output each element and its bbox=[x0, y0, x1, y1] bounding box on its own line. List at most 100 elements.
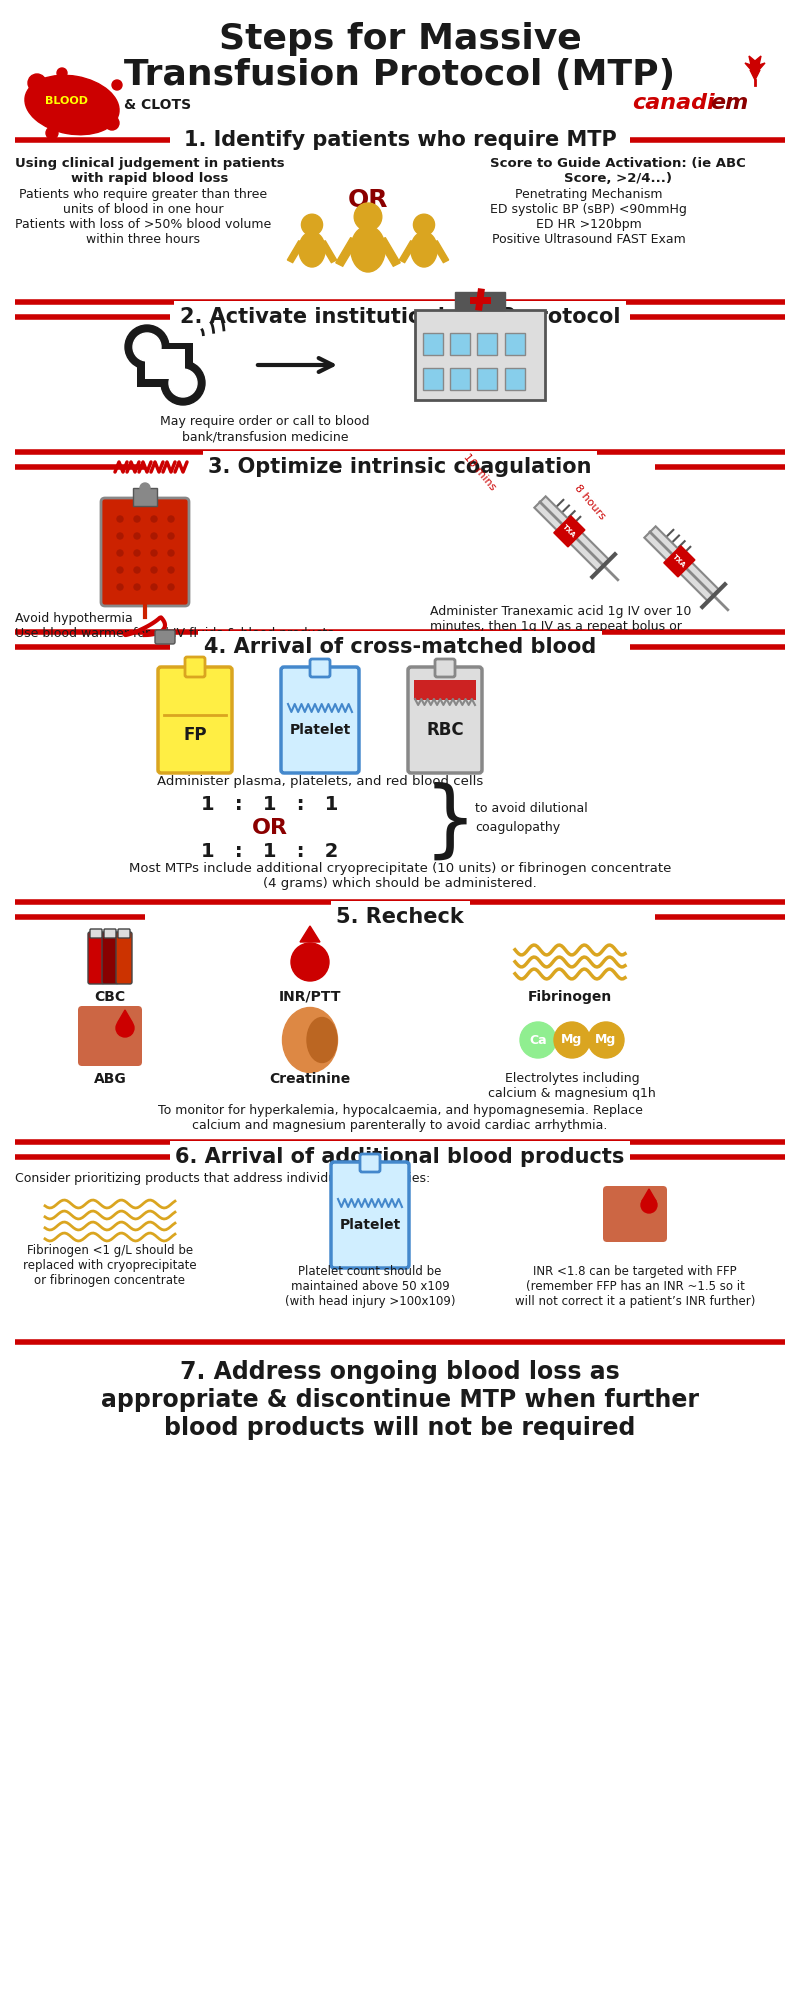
Circle shape bbox=[117, 550, 123, 556]
Text: Platelet: Platelet bbox=[290, 722, 350, 736]
Circle shape bbox=[117, 516, 123, 522]
Ellipse shape bbox=[641, 1196, 657, 1212]
Text: Mg: Mg bbox=[595, 1034, 617, 1046]
FancyBboxPatch shape bbox=[101, 498, 189, 606]
FancyBboxPatch shape bbox=[145, 348, 185, 380]
Circle shape bbox=[151, 568, 157, 572]
Text: TXA: TXA bbox=[562, 524, 577, 540]
Circle shape bbox=[151, 532, 157, 538]
Polygon shape bbox=[300, 926, 320, 942]
FancyBboxPatch shape bbox=[603, 1186, 667, 1242]
Circle shape bbox=[57, 68, 67, 78]
FancyBboxPatch shape bbox=[450, 368, 470, 390]
Text: Penetrating Mechanism
ED systolic BP (sBP) <90mmHg
ED HR >120bpm
Positive Ultras: Penetrating Mechanism ED systolic BP (sB… bbox=[490, 188, 687, 246]
Text: 6. Arrival of additional blood products: 6. Arrival of additional blood products bbox=[175, 1148, 625, 1168]
Circle shape bbox=[169, 368, 197, 396]
Circle shape bbox=[151, 584, 157, 590]
FancyBboxPatch shape bbox=[505, 332, 525, 356]
Text: 2. Activate institution’s MTP protocol: 2. Activate institution’s MTP protocol bbox=[180, 306, 620, 326]
Text: OR: OR bbox=[252, 818, 288, 838]
Text: FP: FP bbox=[183, 726, 206, 744]
Circle shape bbox=[554, 1022, 590, 1058]
Circle shape bbox=[302, 214, 322, 236]
Polygon shape bbox=[534, 496, 610, 572]
FancyBboxPatch shape bbox=[90, 928, 102, 938]
Text: May require order or call to blood
bank/transfusion medicine: May require order or call to blood bank/… bbox=[160, 416, 370, 444]
FancyBboxPatch shape bbox=[414, 680, 476, 700]
Polygon shape bbox=[399, 240, 415, 262]
Text: Fibrinogen <1 g/L should be
replaced with cryoprecipitate
or fibrinogen concentr: Fibrinogen <1 g/L should be replaced wit… bbox=[23, 1244, 197, 1288]
Polygon shape bbox=[379, 238, 400, 266]
Text: Administer Tranexamic acid 1g IV over 10
minutes, then 1g IV as a repeat bolus o: Administer Tranexamic acid 1g IV over 10… bbox=[430, 604, 691, 648]
Text: 4. Arrival of cross-matched blood: 4. Arrival of cross-matched blood bbox=[204, 636, 596, 656]
Text: Mg: Mg bbox=[562, 1034, 582, 1046]
FancyBboxPatch shape bbox=[102, 932, 118, 984]
Text: Transfusion Protocol (MTP): Transfusion Protocol (MTP) bbox=[125, 58, 675, 92]
Circle shape bbox=[105, 116, 119, 130]
Circle shape bbox=[168, 550, 174, 556]
FancyBboxPatch shape bbox=[415, 310, 545, 400]
Circle shape bbox=[134, 568, 140, 572]
Text: Platelet: Platelet bbox=[339, 1218, 401, 1232]
Polygon shape bbox=[118, 1010, 132, 1022]
Text: to avoid dilutional: to avoid dilutional bbox=[475, 802, 588, 814]
Text: Consider prioritizing products that address individual deficiencies:: Consider prioritizing products that addr… bbox=[15, 1172, 430, 1184]
FancyBboxPatch shape bbox=[158, 668, 232, 772]
Text: Using clinical judgement in patients
with rapid blood loss: Using clinical judgement in patients wit… bbox=[15, 158, 285, 186]
FancyBboxPatch shape bbox=[423, 332, 443, 356]
Circle shape bbox=[46, 128, 58, 140]
Text: BLOOD: BLOOD bbox=[46, 96, 89, 106]
FancyBboxPatch shape bbox=[155, 630, 175, 644]
Circle shape bbox=[161, 360, 205, 404]
FancyBboxPatch shape bbox=[505, 368, 525, 390]
Polygon shape bbox=[644, 526, 719, 602]
Text: canadi: canadi bbox=[632, 92, 714, 112]
Text: Creatinine: Creatinine bbox=[270, 1072, 350, 1086]
Text: To monitor for hyperkalemia, hypocalcaemia, and hypomagnesemia. Replace
calcium : To monitor for hyperkalemia, hypocalcaem… bbox=[158, 1104, 642, 1132]
FancyBboxPatch shape bbox=[104, 928, 116, 938]
FancyBboxPatch shape bbox=[310, 660, 330, 676]
FancyBboxPatch shape bbox=[133, 488, 157, 506]
Text: 1. Identify patients who require MTP: 1. Identify patients who require MTP bbox=[184, 130, 616, 150]
FancyBboxPatch shape bbox=[281, 668, 359, 772]
FancyBboxPatch shape bbox=[137, 344, 193, 388]
Ellipse shape bbox=[411, 232, 438, 266]
Circle shape bbox=[134, 516, 140, 522]
Circle shape bbox=[117, 584, 123, 590]
FancyBboxPatch shape bbox=[331, 1162, 409, 1268]
Polygon shape bbox=[642, 1188, 656, 1200]
Circle shape bbox=[125, 324, 169, 368]
FancyBboxPatch shape bbox=[477, 368, 497, 390]
Ellipse shape bbox=[299, 232, 326, 266]
Ellipse shape bbox=[282, 1008, 338, 1072]
Circle shape bbox=[117, 532, 123, 538]
Polygon shape bbox=[433, 240, 449, 262]
Text: & CLOTS: & CLOTS bbox=[124, 98, 191, 112]
Text: 1   :   1   :   1: 1 : 1 : 1 bbox=[202, 794, 338, 814]
Circle shape bbox=[151, 550, 157, 556]
FancyBboxPatch shape bbox=[88, 932, 104, 984]
FancyBboxPatch shape bbox=[116, 932, 132, 984]
Ellipse shape bbox=[291, 944, 329, 980]
Text: Avoid hypothermia
Use blood warmer for all IV fluids & blood products: Avoid hypothermia Use blood warmer for a… bbox=[15, 612, 334, 640]
Circle shape bbox=[117, 568, 123, 572]
Polygon shape bbox=[664, 546, 695, 576]
Circle shape bbox=[134, 532, 140, 538]
Text: INR <1.8 can be targeted with FFP
(remember FFP has an INR ~1.5 so it
will not c: INR <1.8 can be targeted with FFP (remem… bbox=[515, 1266, 755, 1308]
Ellipse shape bbox=[25, 76, 119, 134]
Ellipse shape bbox=[350, 226, 386, 272]
Text: 7. Address ongoing blood loss as
appropriate & discontinue MTP when further
bloo: 7. Address ongoing blood loss as appropr… bbox=[101, 1360, 699, 1440]
Text: Electrolytes including
calcium & magnesium q1h: Electrolytes including calcium & magnesi… bbox=[488, 1072, 656, 1100]
Polygon shape bbox=[287, 240, 303, 262]
FancyBboxPatch shape bbox=[360, 1154, 380, 1172]
Text: Administer plasma, platelets, and red blood cells: Administer plasma, platelets, and red bl… bbox=[157, 774, 483, 788]
Text: TXA: TXA bbox=[672, 554, 687, 570]
Text: }: } bbox=[423, 782, 477, 862]
Text: INR/PTT: INR/PTT bbox=[278, 990, 342, 1004]
Text: Ca: Ca bbox=[529, 1034, 547, 1046]
Text: 10 mins: 10 mins bbox=[462, 452, 498, 492]
Text: Steps for Massive: Steps for Massive bbox=[218, 22, 582, 56]
Text: Platelet count should be
maintained above 50 x109
(with head injury >100x109): Platelet count should be maintained abov… bbox=[285, 1266, 455, 1308]
Circle shape bbox=[134, 584, 140, 590]
Circle shape bbox=[520, 1022, 556, 1058]
